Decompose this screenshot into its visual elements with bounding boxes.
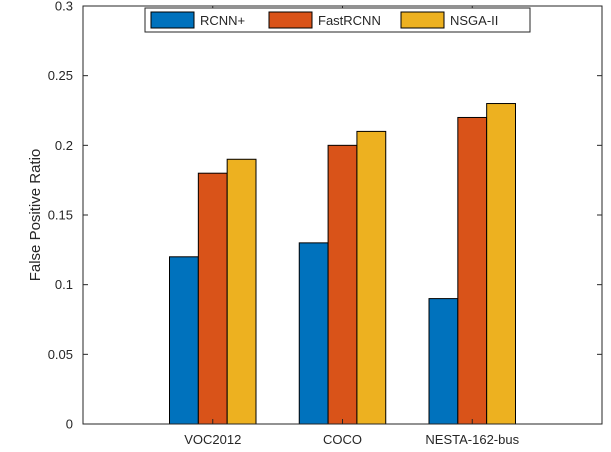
bar-fastrcnn-voc2012 (197, 172, 228, 425)
y-axis-label: False Positive Ratio (27, 149, 44, 282)
legend-swatch-rcnn- (150, 11, 195, 29)
bar-rcnn--voc2012 (169, 256, 199, 425)
legend: RCNN+ FastRCNN NSGA-II (144, 7, 531, 33)
legend-box (144, 7, 531, 33)
bars-group (169, 103, 516, 425)
y-tick-label: 0.2 (55, 138, 73, 153)
legend-label-fastrcnn: FastRCNN (318, 13, 381, 28)
bar-fastrcnn-nesta-162-bus (457, 116, 488, 425)
y-tick-label: 0.05 (48, 347, 73, 362)
legend-label-rcnn-: RCNN+ (200, 13, 245, 28)
bar-rcnn--coco (298, 242, 329, 425)
legend-swatch-nsga-ii (400, 11, 445, 29)
y-tick-label: 0.3 (55, 0, 73, 14)
bar-rcnn--nesta-162-bus (428, 298, 459, 425)
y-tick-label: 0.25 (48, 68, 73, 83)
y-tick-label: 0.15 (48, 208, 73, 223)
x-tick-label: COCO (323, 432, 362, 447)
legend-label-nsga-ii: NSGA-II (450, 13, 498, 28)
y-tick-label: 0 (66, 417, 73, 432)
bar-nsga-ii-voc2012 (226, 158, 257, 425)
bar-nsga-ii-coco (356, 130, 387, 425)
y-ticks-group: 0 0.05 0.1 0.15 0.2 0.25 0.3 (48, 0, 602, 432)
legend-swatch-fastrcnn (268, 11, 313, 29)
x-ticks-group: VOC2012 COCO NESTA-162-bus (184, 6, 520, 447)
x-tick-label: VOC2012 (184, 432, 241, 447)
y-tick-label: 0.1 (55, 277, 73, 292)
bar-fastrcnn-coco (327, 144, 358, 425)
x-tick-label: NESTA-162-bus (425, 432, 519, 447)
bar-nsga-ii-nesta-162-bus (486, 103, 516, 425)
